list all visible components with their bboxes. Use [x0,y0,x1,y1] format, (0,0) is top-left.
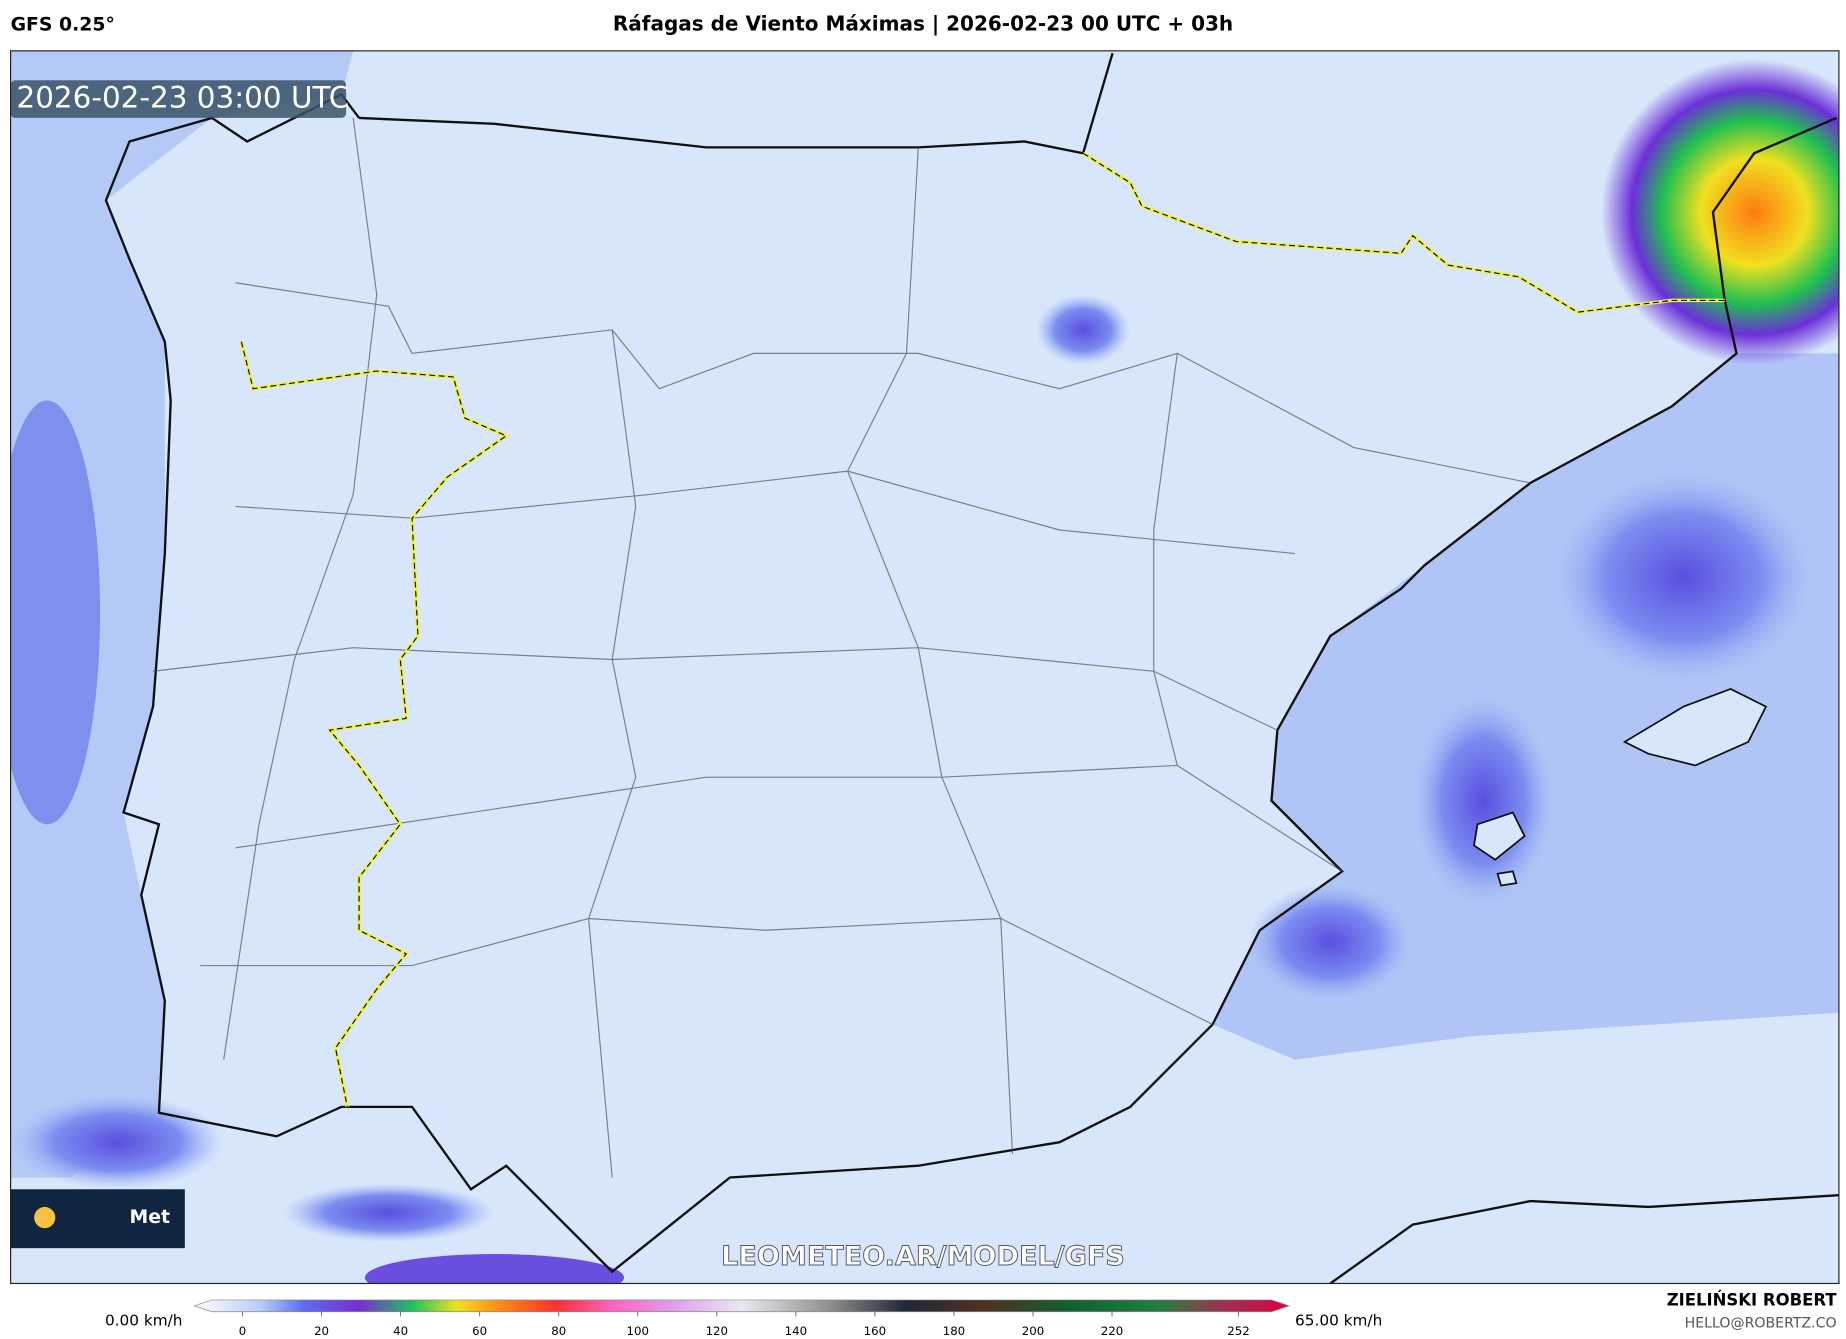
colorbar-tick-label: 0 [239,1324,247,1338]
colorbar-tick-label: 40 [393,1324,408,1338]
colorbar-tick-label: 252 [1227,1324,1249,1338]
colorbar-tick-label: 20 [314,1324,329,1338]
wind-patch [1601,59,1839,366]
contact: HELLO@ROBERTZ.CO [1685,1315,1837,1331]
colorbar-tick-label: 220 [1101,1324,1123,1338]
colorbar-tick-label: 60 [472,1324,487,1338]
map: 2026-02-23 03:00 UTC Met LEOMETEO.AR/MOD… [10,50,1839,1284]
colorbar-tick-label: 180 [943,1324,965,1338]
logo-text: Met [130,1207,171,1228]
wind-patch [1247,883,1413,1001]
colorbar-min: 0.00 km/h [105,1312,183,1330]
colorbar-tick-label: 200 [1022,1324,1044,1338]
colorbar-tick-label: 120 [706,1324,728,1338]
colorbar: 0.00 km/h 65.00 km/h 0 20 40 60 80 100 120 140 1… [105,1299,1382,1338]
islands [1473,687,1768,887]
timestamp: 2026-02-23 03:00 UTC [16,81,349,115]
watermark: LEOMETEO.AR/MODEL/GFS [721,1241,1125,1272]
logo-icon [34,1206,56,1229]
country-border [240,152,1725,1107]
wind-patch [11,1095,224,1190]
wind-patch [1554,471,1814,684]
ocean-wind [10,50,354,1178]
author: ZIELIŃSKI ROBERT [1667,1291,1838,1310]
wind-patch [10,400,101,825]
map-title: Ráfagas de Viento Máximas | 2026-02-23 0… [613,11,1233,35]
model-label: GFS 0.25° [11,14,115,35]
provinces [152,117,1531,1178]
colorbar-tick-label: 100 [627,1324,649,1338]
colorbar-max: 65.00 km/h [1295,1312,1382,1330]
wind-patch [1412,694,1555,907]
wind-patch [282,1183,495,1243]
colorbar-tick-label: 160 [864,1324,886,1338]
map-frame [10,50,1840,1285]
timestamp-box [10,80,347,118]
colorbar-bar [193,1299,1291,1313]
wind-patch [1036,294,1131,366]
colorbar-tick-label: 80 [551,1324,566,1338]
colorbar-tick-label: 140 [785,1324,807,1338]
wind-patch [365,1254,624,1284]
